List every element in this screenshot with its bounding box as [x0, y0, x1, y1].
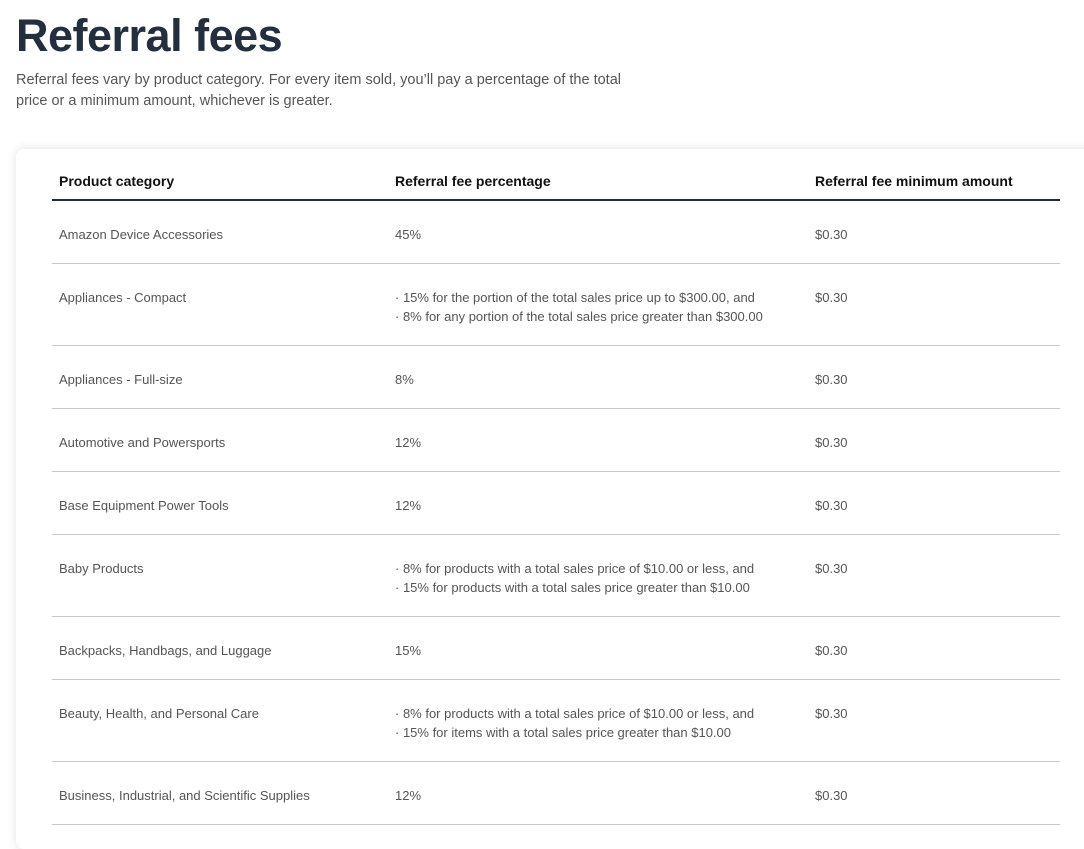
- percentage-cell: 45%: [388, 201, 808, 263]
- fee-card: Product category Referral fee percentage R…: [16, 149, 1084, 849]
- header-row: Product category Referral fee percentage R…: [52, 149, 1060, 201]
- percentage-cell: · 15% for the portion of the total sales…: [388, 264, 808, 345]
- table-row: Business, Industrial, and Scientific Sup…: [52, 762, 1060, 825]
- column-header: Referral fee minimum amount: [815, 173, 1013, 189]
- percentage-line: · 15% for the portion of the total sales…: [395, 290, 755, 305]
- table-row: Backpacks, Handbags, and Luggage 15% $0.30: [52, 617, 1060, 680]
- percentage-cell: · 8% for products with a total sales pri…: [388, 680, 808, 761]
- category-cell: Appliances - Compact: [59, 290, 187, 305]
- column-header: Referral fee percentage: [395, 173, 551, 189]
- category-cell: Baby Products: [59, 561, 144, 576]
- table-row: Baby Products · 8% for products with a to…: [52, 535, 1060, 617]
- minimum-cell: $0.30: [815, 788, 848, 803]
- percentage-line: 12%: [395, 498, 422, 513]
- percentage-cell: 12%: [388, 472, 808, 534]
- percentage-line: 12%: [395, 435, 422, 450]
- table-row: Appliances - Full-size 8% $0.30: [52, 346, 1060, 409]
- minimum-cell: $0.30: [815, 706, 848, 721]
- percentage-line: · 8% for products with a total sales pri…: [395, 706, 755, 721]
- table-row: Automotive and Powersports 12% $0.30: [52, 409, 1060, 472]
- minimum-cell: $0.30: [815, 290, 848, 305]
- minimum-cell: $0.30: [815, 498, 848, 513]
- minimum-cell: $0.30: [815, 561, 848, 576]
- category-cell: Beauty, Health, and Personal Care: [59, 706, 259, 721]
- category-cell: Amazon Device Accessories: [59, 227, 224, 242]
- page-title: Referral fees: [16, 10, 283, 61]
- percentage-line: · 15% for items with a total sales price…: [395, 725, 732, 740]
- table-row: Amazon Device Accessories 45% $0.30: [52, 201, 1060, 264]
- percentage-line: · 8% for products with a total sales pri…: [395, 561, 755, 576]
- page: Referral fees Referral fees vary by prod…: [16, 10, 1060, 825]
- percentage-line: 15%: [395, 643, 422, 658]
- percentage-cell: 12%: [388, 762, 808, 824]
- category-cell: Base Equipment Power Tools: [59, 498, 229, 513]
- percentage-line: 12%: [395, 788, 422, 803]
- category-cell: Appliances - Full-size: [59, 372, 183, 387]
- category-cell: Backpacks, Handbags, and Luggage: [59, 643, 272, 658]
- percentage-cell: 8%: [388, 346, 808, 408]
- table-row: Base Equipment Power Tools 12% $0.30: [52, 472, 1060, 535]
- category-cell: Automotive and Powersports: [59, 435, 226, 450]
- fee-table: Product category Referral fee percentage R…: [52, 149, 1060, 825]
- percentage-cell: 12%: [388, 409, 808, 471]
- minimum-cell: $0.30: [815, 643, 848, 658]
- page-description: Referral fees vary by product category. …: [16, 72, 621, 109]
- category-cell: Business, Industrial, and Scientific Sup…: [59, 788, 310, 803]
- percentage-line: · 15% for products with a total sales pr…: [395, 580, 750, 595]
- minimum-cell: $0.30: [815, 227, 848, 242]
- table-row: Beauty, Health, and Personal Care · 8% fo…: [52, 680, 1060, 762]
- percentage-line: 8%: [395, 372, 414, 387]
- column-header: Product category: [59, 173, 175, 189]
- percentage-cell: · 8% for products with a total sales pri…: [388, 535, 808, 616]
- table-row: Appliances - Compact · 15% for the portio…: [52, 264, 1060, 346]
- percentage-cell: 15%: [388, 617, 808, 679]
- percentage-line: 45%: [395, 227, 422, 242]
- percentage-line: · 8% for any portion of the total sales …: [395, 309, 763, 324]
- minimum-cell: $0.30: [815, 372, 848, 387]
- minimum-cell: $0.30: [815, 435, 848, 450]
